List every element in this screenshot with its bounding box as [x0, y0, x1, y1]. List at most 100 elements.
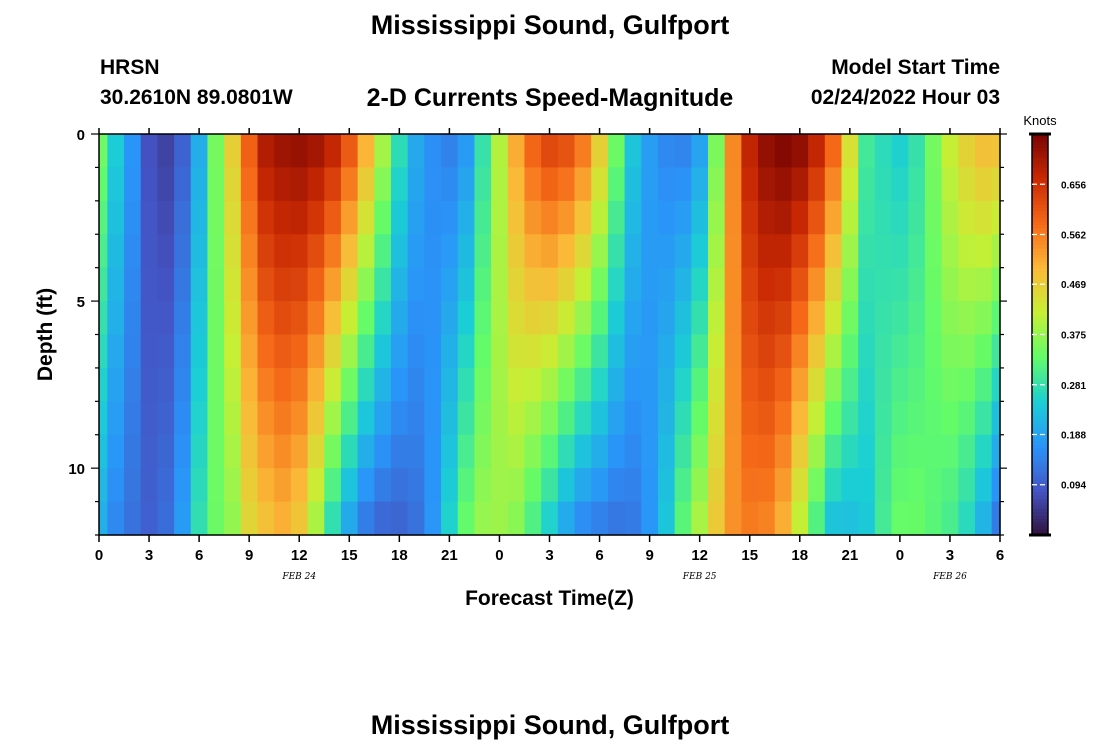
heatmap-cell — [541, 367, 559, 402]
heatmap-cell — [474, 301, 492, 336]
colorbar-band — [1032, 494, 1048, 499]
currents-heatmap-chart: 0 3 6 9 12 15 18 21 0 3 6 9 12 15 18 21 0 3 6 FEB 24 FEB 25 F… — [34, 113, 1086, 610]
heatmap-cell — [541, 134, 559, 169]
heatmap-cell — [157, 134, 175, 169]
heatmap-cell — [824, 200, 843, 235]
y-axis: 0 5 10 — [68, 127, 1007, 536]
heatmap-cell — [474, 334, 492, 369]
heatmap-cell — [708, 234, 726, 269]
heatmap-cell — [774, 468, 793, 503]
heatmap-cell — [424, 200, 442, 235]
heatmap-cell — [557, 334, 576, 369]
heatmap-cell — [858, 401, 876, 436]
colorbar-band — [1032, 200, 1048, 205]
heatmap-cell — [340, 334, 359, 369]
colorbar-tick-label: 0.281 — [1061, 381, 1086, 392]
heatmap-cell — [357, 367, 375, 402]
heatmap-cell — [541, 234, 559, 269]
heatmap-cell — [124, 434, 142, 469]
heatmap-cell — [457, 267, 476, 302]
colorbar-band — [1032, 418, 1048, 422]
colorbar-band — [1032, 284, 1048, 289]
colorbar-band — [1032, 468, 1048, 473]
heatmap-cell — [190, 200, 209, 235]
colorbar-band — [1032, 247, 1048, 252]
heatmap-cell — [874, 167, 893, 202]
heatmap-cell — [441, 267, 459, 302]
heatmap-cell — [991, 334, 1001, 369]
heatmap-cell — [174, 267, 192, 302]
colorbar-band — [1032, 150, 1048, 155]
heatmap-cell — [691, 200, 709, 235]
x-tick-label: 3 — [145, 547, 153, 564]
heatmap-cell — [557, 401, 576, 436]
heatmap-cell — [991, 434, 1001, 469]
colorbar-band — [1032, 401, 1048, 406]
heatmap-cell — [324, 267, 342, 302]
heatmap-cell — [691, 367, 709, 402]
heatmap-cell — [958, 367, 976, 402]
heatmap-cell — [124, 267, 142, 302]
colorbar-band — [1032, 257, 1048, 262]
heatmap-cell — [290, 401, 309, 436]
heatmap-cell — [791, 134, 809, 169]
heatmap-cell — [390, 367, 409, 402]
heatmap-cell — [858, 434, 876, 469]
heatmap-cell — [507, 301, 526, 336]
heatmap-cell — [758, 167, 776, 202]
heatmap-cell — [657, 501, 676, 536]
colorbar-band — [1032, 394, 1048, 399]
heatmap-cell — [524, 267, 542, 302]
heatmap-cell — [908, 501, 926, 536]
heatmap-cell — [624, 134, 642, 169]
heatmap-cell — [941, 267, 959, 302]
heatmap-cell — [340, 167, 359, 202]
heatmap-cell — [524, 200, 542, 235]
heatmap-cell — [724, 234, 742, 269]
heatmap-cell — [157, 200, 175, 235]
heatmap-cell — [574, 401, 592, 436]
heatmap-cell — [374, 267, 392, 302]
heatmap-cell — [474, 267, 492, 302]
heatmap-cell — [207, 134, 225, 169]
heatmap-cell — [324, 334, 342, 369]
heatmap-cell — [174, 468, 192, 503]
heatmap-cell — [774, 401, 793, 436]
heatmap-cell — [791, 200, 809, 235]
heatmap-cell — [307, 134, 325, 169]
model-start-value: 02/24/2022 Hour 03 — [810, 86, 1000, 109]
heatmap-cell — [390, 134, 409, 169]
heatmap-cell — [474, 367, 492, 402]
heatmap-cell — [99, 301, 108, 336]
heatmap-cell — [224, 200, 242, 235]
heatmap-cell — [908, 267, 926, 302]
x-tick-label: 3 — [946, 547, 954, 564]
heatmap-cell — [274, 367, 292, 402]
heatmap-cell — [107, 167, 125, 202]
heatmap-cell — [541, 434, 559, 469]
heatmap-cell — [190, 401, 209, 436]
heatmap-cell — [607, 334, 626, 369]
heatmap-cell — [524, 167, 542, 202]
heatmap-cell — [424, 468, 442, 503]
heatmap-cell — [190, 367, 209, 402]
colorbar-band — [1032, 301, 1048, 306]
colorbar-band — [1032, 281, 1048, 285]
heatmap-cell — [224, 401, 242, 436]
heatmap-cell — [724, 334, 742, 369]
heatmap-cell — [324, 501, 342, 536]
heatmap-cell — [224, 167, 242, 202]
heatmap-cell — [441, 134, 459, 169]
heatmap-cell — [207, 267, 225, 302]
heatmap-cell — [774, 200, 793, 235]
heatmap-cell — [290, 334, 309, 369]
heatmap-cell — [891, 468, 909, 503]
heatmap-cell — [457, 334, 476, 369]
heatmap-cell — [257, 234, 275, 269]
heatmap-cell — [791, 401, 809, 436]
colorbar-band — [1032, 187, 1048, 192]
heatmap-cell — [340, 367, 359, 402]
heatmap-cell — [741, 301, 759, 336]
colorbar-band — [1032, 337, 1048, 342]
heatmap-cell — [991, 301, 1001, 336]
